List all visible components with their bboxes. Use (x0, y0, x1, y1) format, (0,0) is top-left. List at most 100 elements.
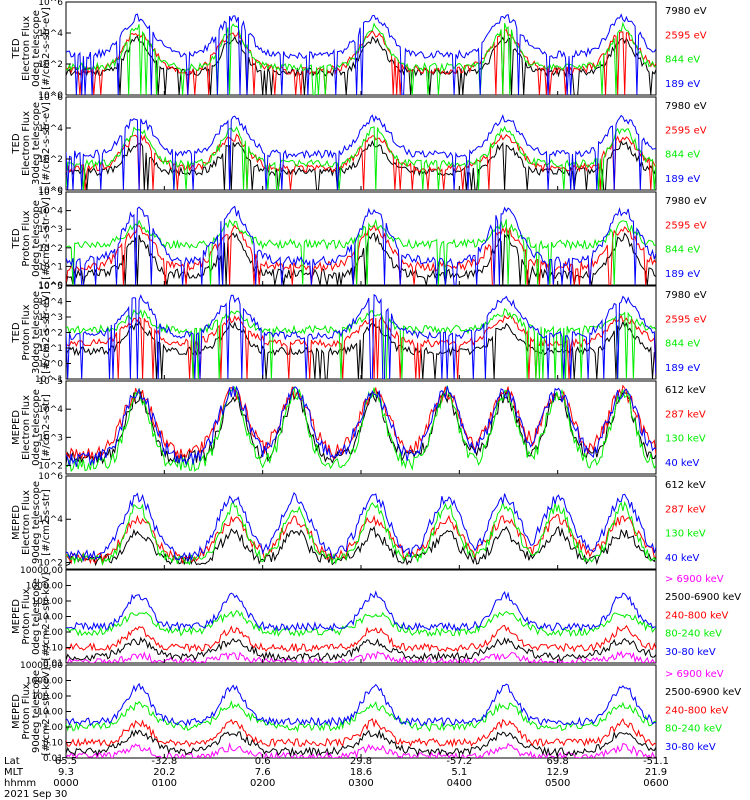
y-tick-label: 0.10 (43, 739, 63, 749)
series-line-4 (66, 491, 656, 563)
legend-entry: 287 keV (665, 409, 706, 420)
y-axis-title-line: 90deg telescope (31, 481, 42, 564)
y-tick-label: 10^5 (38, 188, 63, 198)
y-axis-title-line: MEPED (11, 410, 22, 445)
panel-data (66, 293, 656, 379)
y-tick-label: 10^0 (38, 281, 63, 291)
footer-value-lat: 29.8 (350, 756, 372, 767)
y-tick-label: 10^4 (38, 298, 63, 308)
footer-value-mlt: 12.9 (547, 767, 569, 778)
legend-entry: 2595 eV (665, 125, 707, 136)
panel-3: 10^0 10^1 10^2 10^3 10^4 10^5 TED Proton Flux 0d… (11, 188, 707, 291)
series-line-3 (66, 500, 656, 566)
y-tick-label: 10^6 (38, 472, 63, 482)
series-line-4 (66, 205, 656, 285)
y-tick-label: 10000.00 (20, 566, 63, 576)
y-tick-label: 10^1 (38, 344, 63, 354)
y-axis-title-line: [#/cm2-s-str-eV] (41, 7, 52, 90)
series-line-2 (66, 729, 656, 758)
legend-entry: 844 eV (665, 55, 700, 66)
legend-entry: 30-80 keV (665, 742, 716, 753)
series-line-1 (66, 320, 656, 379)
series-line-2 (66, 313, 656, 379)
footer-value-lat: -51.1 (643, 756, 669, 767)
legend-entry: 30-80 keV (665, 647, 716, 658)
y-tick-label: 10000.00 (20, 661, 63, 671)
footer-value-hhmm: 0300 (348, 778, 373, 789)
y-tick-label: 10^3 (38, 313, 63, 323)
y-axis-title-line: Electron Flux (21, 395, 32, 460)
series-line-4 (66, 385, 656, 467)
y-axis-title-line: [#/cm2-s-str-eV] (41, 197, 52, 280)
series-line-4 (66, 13, 656, 95)
y-axis-title-line: Electron Flux (21, 490, 32, 555)
legend-entry: 130 keV (665, 529, 706, 540)
y-axis-title-line: 30deg telescope (31, 102, 42, 185)
y-tick-label: 1000.00 (26, 582, 63, 592)
y-axis-title-line: [#/cm2-s-str-keV] (41, 667, 52, 755)
footer-value-lat: -32.8 (151, 756, 177, 767)
y-axis-title-line: [#/cm2-s-str-keV] (41, 572, 52, 660)
y-tick-label: 10.00 (37, 613, 63, 623)
y-tick-label: 10^2 (38, 244, 63, 254)
footer-value-lat: 0.6 (255, 756, 271, 767)
footer-value-mlt: 5.1 (451, 767, 467, 778)
panel-data (66, 205, 656, 285)
y-tick-label: 10^5 (38, 282, 63, 292)
y-axis-title-line: 0deg telescope (31, 10, 42, 87)
y-tick-label: 10^1 (38, 262, 63, 272)
legend-entry: 844 eV (665, 339, 700, 350)
y-axis-title-line: MEPED (11, 694, 22, 729)
legend-entry: 240-800 keV (665, 610, 729, 621)
y-tick-label: 0.01 (43, 659, 63, 669)
y-tick-label: 10^0 (38, 186, 63, 196)
y-tick-label: 10^-1 (35, 375, 63, 385)
y-axis-title-line: Electron Flux (21, 16, 32, 81)
y-axis-title-line: Proton Flux (21, 210, 32, 266)
date-label: 2021 Sep 30 (4, 789, 67, 800)
y-axis-title-line: TED (11, 38, 22, 59)
legend-entry: 2595 eV (665, 30, 707, 41)
panel-8: 0.01 0.10 1.00 10.00 100.00 1000.00 10000.00 ME… (11, 661, 741, 764)
footer-row-label: Lat (4, 756, 20, 767)
y-axis-title-line: TED (11, 133, 22, 154)
footer-value-hhmm: 0400 (447, 778, 472, 789)
y-tick-label: 10^0 (38, 91, 63, 101)
footer-value-mlt: 21.9 (645, 767, 667, 778)
y-tick-label: 10^4 (38, 515, 63, 525)
legend-entry: 7980 eV (665, 290, 707, 301)
series-line-5 (66, 682, 656, 727)
panel-5: 10^2 10^3 10^4 10^5 MEPED Electron Flux 0deg t… (11, 377, 706, 475)
y-axis-title-line: TED (11, 322, 22, 343)
legend-entry: 612 keV (665, 385, 706, 396)
footer-row-label: hhmm (4, 778, 36, 789)
y-axis-title-line: Proton Flux (21, 588, 32, 644)
legend-entry: 612 keV (665, 480, 706, 491)
series-line-2 (66, 223, 656, 285)
panel-7: 0.01 0.10 1.00 10.00 100.00 1000.00 10000.00 ME… (11, 566, 741, 669)
legend-entry: 189 eV (665, 174, 700, 185)
series-line-3 (66, 307, 656, 379)
legend-entry: 2500-6900 keV (665, 592, 741, 603)
footer-value-hhmm: 0500 (545, 778, 570, 789)
y-axis-title-line: Proton Flux (21, 683, 32, 739)
y-tick-label: 10^2 (38, 60, 63, 70)
y-axis-title-line: MEPED (11, 505, 22, 540)
series-line-3 (66, 718, 656, 748)
panel-6: 10^2 10^4 10^6 MEPED Electron Flux 90deg tele… (11, 472, 706, 570)
legend-entry: 80-240 keV (665, 629, 722, 640)
legend-entry: > 6900 keV (665, 669, 724, 680)
legend-entry: > 6900 keV (665, 574, 724, 585)
legend-entry: 240-800 keV (665, 705, 729, 716)
y-tick-label: 1.00 (43, 628, 63, 638)
y-tick-label: 0.10 (43, 644, 63, 654)
y-tick-label: 10^4 (38, 207, 63, 217)
panel-frame (65, 664, 657, 759)
series-line-2 (66, 636, 656, 663)
panel-data (66, 682, 656, 758)
legend-entry: 40 keV (665, 553, 699, 564)
y-tick-label: 100.00 (32, 597, 64, 607)
y-axis-title-line: 0deg telescope (31, 200, 42, 277)
